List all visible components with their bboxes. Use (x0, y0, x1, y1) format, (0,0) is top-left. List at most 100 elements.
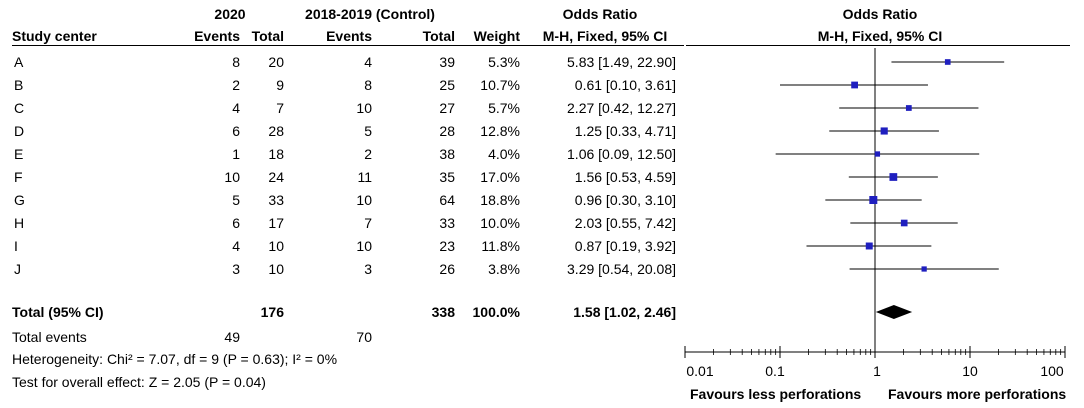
events1: 1 (232, 146, 240, 162)
study-name: H (14, 215, 25, 231)
or-ci: 1.56 [0.53, 4.59] (574, 169, 676, 185)
group2-header: 2018-2019 (Control) (305, 6, 435, 22)
study-name: J (14, 261, 21, 277)
total1-header: Total (251, 28, 284, 44)
tick-label: 100 (1040, 363, 1064, 379)
study-name: A (14, 54, 24, 70)
events2: 11 (357, 169, 372, 185)
plot-header: Odds Ratio (842, 6, 918, 22)
weight: 10.7% (480, 77, 520, 93)
header-rule (12, 45, 684, 46)
plot-header-rule (686, 45, 1070, 46)
events1: 3 (232, 261, 240, 277)
or-ci: 1.06 [0.09, 12.50] (567, 146, 676, 162)
total2: 33 (439, 215, 455, 231)
or-ci: 0.87 [0.19, 3.92] (574, 238, 676, 254)
or-ci: 0.96 [0.30, 3.10] (574, 192, 676, 208)
total-weight: 100.0% (472, 304, 520, 320)
pooled-diamond (875, 305, 913, 319)
events2: 10 (356, 192, 372, 208)
total2: 38 (439, 146, 455, 162)
events1: 5 (232, 192, 240, 208)
total1: 33 (268, 192, 284, 208)
or-ci: 2.27 [0.42, 12.27] (567, 100, 676, 116)
heterogeneity-text: Heterogeneity: Chi² = 7.07, df = 9 (P = … (12, 351, 338, 367)
study-name: B (14, 77, 24, 93)
or-subheader: M-H, Fixed, 95% CI (542, 28, 668, 44)
study-name: F (14, 169, 23, 185)
or-ci: 5.83 [1.49, 22.90] (567, 54, 676, 70)
events2: 4 (364, 54, 372, 70)
events2: 10 (356, 100, 372, 116)
total-events-label: Total events (12, 329, 87, 345)
total1: 7 (276, 100, 284, 116)
events1: 6 (232, 123, 240, 139)
events1: 2 (232, 77, 240, 93)
tick-label: 10 (962, 363, 978, 379)
point-estimate-marker (865, 242, 873, 250)
total-or-ci: 1.58 [1.02, 2.46] (573, 304, 676, 320)
total1: 17 (268, 215, 284, 231)
events2: 3 (364, 261, 372, 277)
total2: 64 (439, 192, 455, 208)
favours-right-label: Favours more perforations (888, 386, 1067, 402)
plot-subheader: M-H, Fixed, 95% CI (817, 28, 943, 44)
point-estimate-marker (921, 266, 927, 272)
point-estimate-marker (869, 196, 878, 204)
weight: 10.0% (480, 215, 520, 231)
point-estimate-marker (874, 151, 881, 157)
total2: 26 (439, 261, 455, 277)
weight: 12.8% (480, 123, 520, 139)
total2: 39 (439, 54, 455, 70)
total1-sum: 176 (260, 304, 284, 320)
point-estimate-marker (905, 105, 912, 111)
tick-label: 0.01 (686, 363, 714, 379)
events2: 8 (364, 77, 372, 93)
total1: 9 (276, 77, 284, 93)
events1: 8 (232, 54, 240, 70)
overall-effect-text: Test for overall effect: Z = 2.05 (P = 0… (12, 374, 266, 390)
tick-label: 1 (873, 363, 881, 379)
group1-header: 2020 (214, 6, 246, 22)
total1: 10 (268, 261, 284, 277)
events1-header: Events (194, 28, 240, 44)
total2: 25 (439, 77, 455, 93)
point-estimate-marker (944, 59, 951, 65)
study-name: G (14, 192, 25, 208)
total2: 28 (439, 123, 455, 139)
tick-label: 0.1 (765, 363, 785, 379)
events2: 10 (356, 238, 372, 254)
events2: 5 (364, 123, 372, 139)
weight: 11.8% (481, 238, 520, 254)
total2: 27 (439, 100, 455, 116)
study-name: D (14, 123, 25, 139)
events1: 4 (232, 100, 240, 116)
or-ci: 0.61 [0.10, 3.61] (574, 77, 676, 93)
weight: 18.8% (480, 192, 520, 208)
events2: 2 (364, 146, 372, 162)
point-estimate-marker (851, 81, 858, 89)
favours-left-label: Favours less perforations (690, 386, 862, 402)
total2: 35 (439, 169, 455, 185)
point-estimate-marker (889, 173, 898, 181)
total-label: Total (95% CI) (12, 304, 104, 320)
or-ci: 2.03 [0.55, 7.42] (574, 215, 676, 231)
events2: 7 (364, 215, 372, 231)
weight: 17.0% (480, 169, 520, 185)
total2: 23 (439, 238, 455, 254)
study-column-header: Study center (12, 28, 97, 44)
weight-header: Weight (473, 28, 520, 44)
total1: 28 (268, 123, 284, 139)
point-estimate-marker (900, 219, 908, 227)
total1: 10 (268, 238, 284, 254)
weight: 3.8% (488, 261, 520, 277)
or-ci: 1.25 [0.33, 4.71] (574, 123, 676, 139)
total-events1: 49 (224, 329, 240, 345)
total-events2: 70 (356, 329, 372, 345)
events1: 4 (232, 238, 240, 254)
events2-header: Events (326, 28, 372, 44)
or-column-header: Odds Ratio (562, 6, 638, 22)
total2-header: Total (422, 28, 455, 44)
weight: 5.3% (488, 54, 520, 70)
